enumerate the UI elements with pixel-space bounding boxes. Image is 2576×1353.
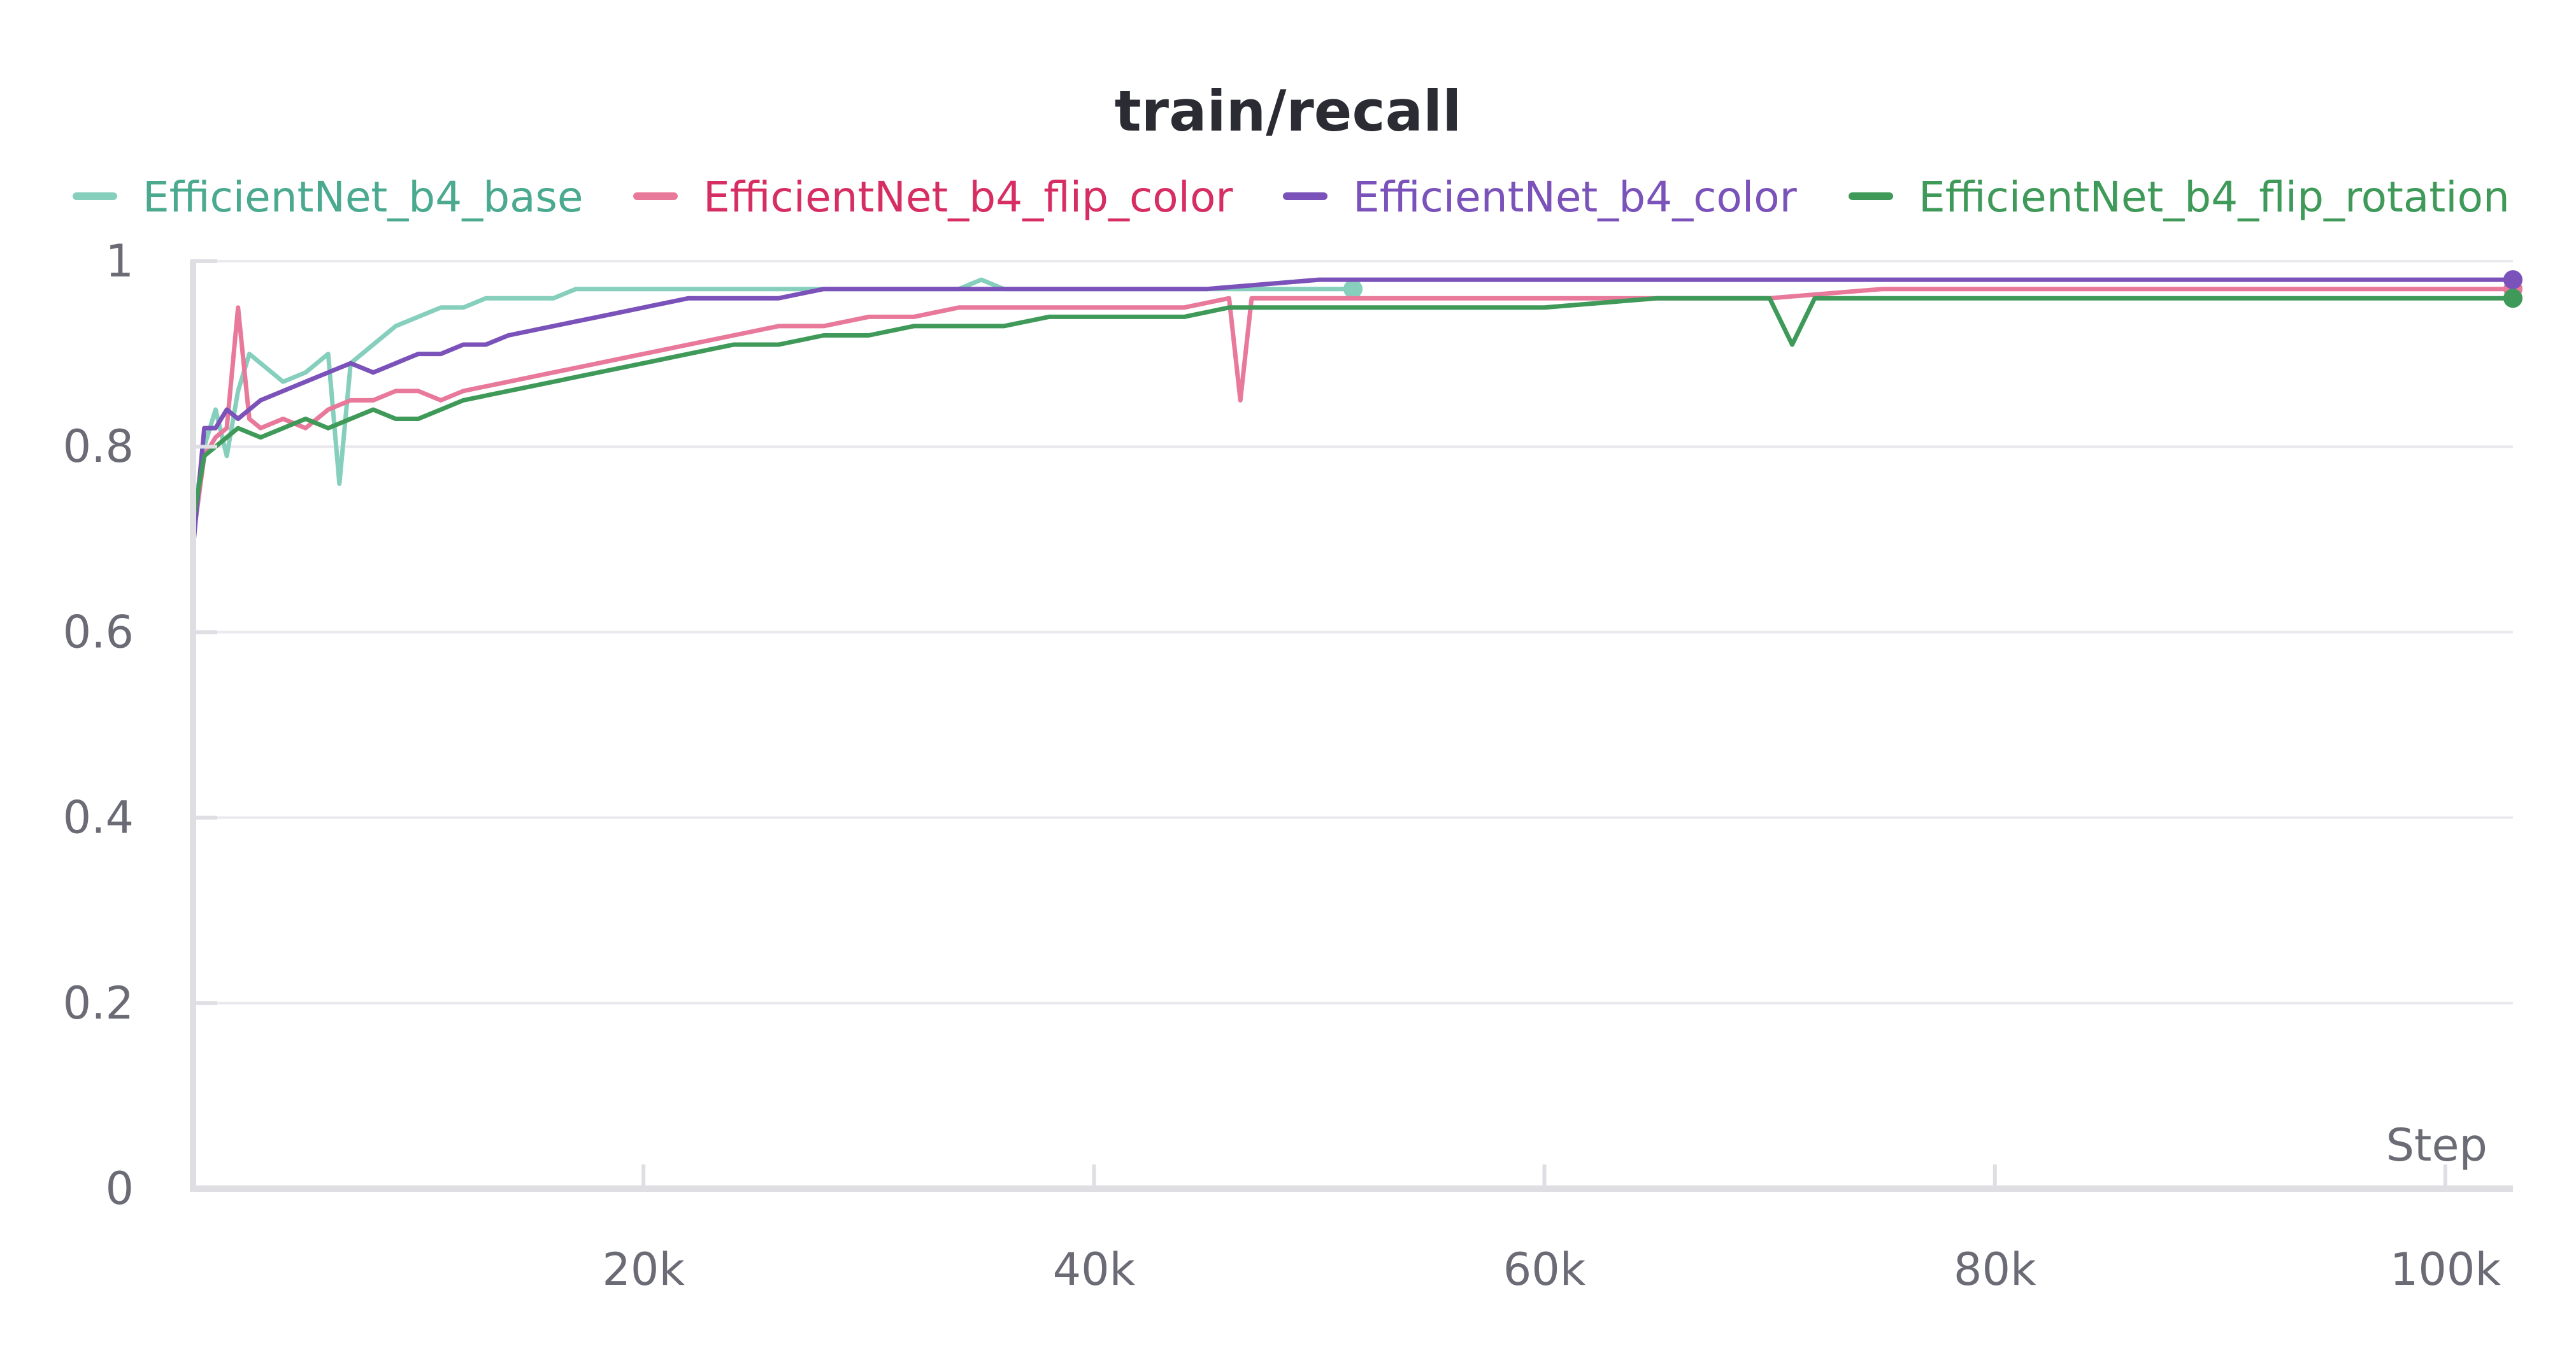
y-tick-label: 0.8 (63, 420, 134, 473)
y-tick-label: 1 (105, 235, 134, 287)
axes (190, 261, 2513, 1192)
y-tick-label: 0.4 (63, 792, 134, 844)
series-end-point (2503, 270, 2522, 290)
x-tick-label: 60k (1503, 1243, 1586, 1296)
y-ticks: 0 0.2 0.4 0.6 0.8 1 (63, 235, 217, 1215)
series-layer (190, 270, 2522, 551)
legend-label: EfficientNet_b4_color (1353, 173, 1798, 222)
series-end-point (2503, 289, 2522, 308)
series-line-EfficientNet_b4_flip_rotation (190, 296, 2515, 524)
legend: EfficientNet_b4_base EfficientNet_b4_flip… (73, 173, 2510, 222)
x-tick-label: 40k (1053, 1243, 1136, 1296)
y-tick-label: 0 (105, 1163, 134, 1215)
x-tick-label: 20k (602, 1243, 685, 1296)
y-tick-label: 0.6 (63, 606, 134, 658)
x-tick-label: 100k (2390, 1243, 2501, 1296)
chart-title: train/recall (1115, 78, 1462, 144)
x-axis-label: Step (2386, 1119, 2487, 1171)
x-ticks: 20k 40k 60k 80k 100k (602, 1164, 2501, 1296)
series-end-point (1343, 279, 1363, 299)
x-tick-label: 80k (1954, 1243, 2036, 1296)
legend-label: EfficientNet_b4_base (143, 173, 583, 222)
y-tick-label: 0.2 (63, 977, 134, 1029)
grid (193, 260, 2513, 1005)
legend-label: EfficientNet_b4_flip_rotation (1919, 173, 2510, 222)
series-line-EfficientNet_b4_color (190, 277, 2515, 551)
legend-label: EfficientNet_b4_flip_color (703, 173, 1233, 222)
